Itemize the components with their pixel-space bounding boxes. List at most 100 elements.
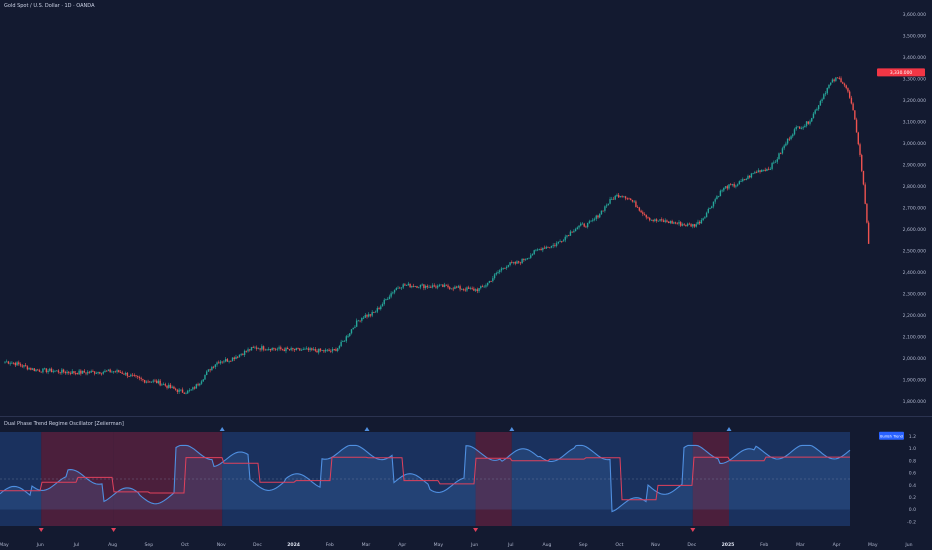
candle-body (828, 84, 830, 88)
oscillator-tick-label: 1.2 (909, 434, 916, 440)
time-tick-label: Jun (36, 542, 44, 548)
candle-body (830, 82, 832, 85)
candle-body (704, 217, 706, 219)
candle-body (66, 371, 68, 374)
candle-body (567, 235, 570, 237)
candle-body (495, 272, 497, 275)
candle-body (318, 348, 320, 353)
candle-body (748, 175, 751, 178)
time-axis[interactable]: May Jun Jul Aug Sep Oct Nov Dec 2024 Feb Mar Apr May… (0, 542, 913, 548)
candle-body (368, 314, 370, 317)
candle-body (604, 206, 606, 211)
candle-body (859, 144, 861, 155)
candle-body (864, 184, 866, 204)
candle-body (512, 261, 515, 263)
candle-body (540, 248, 542, 251)
candle-body (769, 168, 772, 170)
candle-body (40, 371, 42, 373)
candle-body (595, 215, 597, 219)
candle-body (569, 231, 572, 236)
candle-body (340, 341, 342, 347)
candle-body (205, 371, 208, 375)
candle-body (561, 241, 563, 242)
candle-body (255, 347, 258, 349)
candle-body (409, 283, 411, 288)
candle-body (52, 371, 54, 373)
candle-body (771, 163, 773, 169)
candle-body (538, 248, 541, 250)
time-tick-label: Oct (181, 542, 189, 548)
candle-body (783, 145, 785, 149)
candle-body (369, 314, 372, 316)
candle-body (366, 315, 368, 317)
candle-body (137, 376, 139, 378)
candle-body (761, 169, 763, 172)
candle-body (824, 93, 827, 95)
candle-body (742, 179, 744, 182)
candle-body (407, 283, 410, 286)
candle-body (449, 287, 451, 289)
candle-body (342, 341, 344, 342)
oscillator-slow-line (0, 456, 850, 501)
candle-body (528, 257, 530, 259)
candle-body (374, 311, 377, 313)
candle-body (211, 366, 213, 371)
candle-body (423, 284, 425, 289)
bullish-signal-marker (219, 427, 225, 431)
candle-body (378, 308, 380, 310)
candle-body (759, 170, 761, 172)
oscillator-fast-line (0, 444, 851, 513)
candle-body (764, 169, 766, 171)
candle-body (142, 379, 144, 380)
candle-body (630, 198, 632, 200)
candle-body (164, 384, 167, 386)
candle-body (464, 289, 466, 291)
candle-body (517, 261, 520, 263)
candle-body (767, 168, 770, 170)
candle-body (193, 387, 196, 389)
candle-body (140, 378, 142, 380)
candle-body (778, 153, 780, 160)
candle-body (481, 286, 484, 288)
candle-body (504, 268, 506, 269)
candle-body (21, 365, 23, 367)
candle-body (573, 231, 575, 233)
candle-body (609, 199, 611, 204)
candle-body (683, 224, 685, 226)
candle-body (536, 249, 539, 251)
candle-body (483, 286, 485, 288)
candle-body (657, 220, 660, 222)
candle-body (169, 384, 172, 388)
candle-body (400, 287, 403, 289)
candle-body (354, 326, 356, 328)
candle-body (399, 287, 401, 289)
candle-body (412, 285, 415, 287)
oscillator-axis[interactable]: -0.2 0.0 0.2 0.4 0.6 0.8 1.0 1.2 (907, 434, 916, 525)
candle-body (566, 235, 568, 237)
candle-body (218, 362, 220, 364)
price-axis[interactable]: 1,800.000 1,900.000 2,000.000 2,100.000 2,20… (903, 12, 926, 405)
indicator-title: Dual Phase Trend Regime Oscillator [Zeii… (4, 421, 124, 427)
candle-body (388, 296, 391, 300)
candle-body (754, 172, 756, 174)
candle-body (362, 317, 365, 319)
time-tick-label: Sep (579, 542, 588, 548)
price-tick-label: 2,500.000 (903, 249, 926, 255)
candle-body (6, 361, 8, 363)
candle-body (443, 284, 446, 288)
candle-body (488, 281, 491, 283)
oscillator-tick-label: 0.0 (909, 507, 916, 513)
candle-body (680, 222, 682, 226)
candle-body (454, 286, 456, 290)
candle-body (866, 203, 868, 223)
price-candles (4, 76, 870, 395)
candle-body (681, 224, 684, 226)
candle-body (54, 370, 56, 372)
candle-body (862, 170, 865, 185)
candle-body (436, 285, 439, 288)
candle-body (114, 371, 117, 373)
candle-body (624, 196, 627, 199)
candle-body (126, 372, 129, 377)
candle-body (331, 349, 334, 352)
